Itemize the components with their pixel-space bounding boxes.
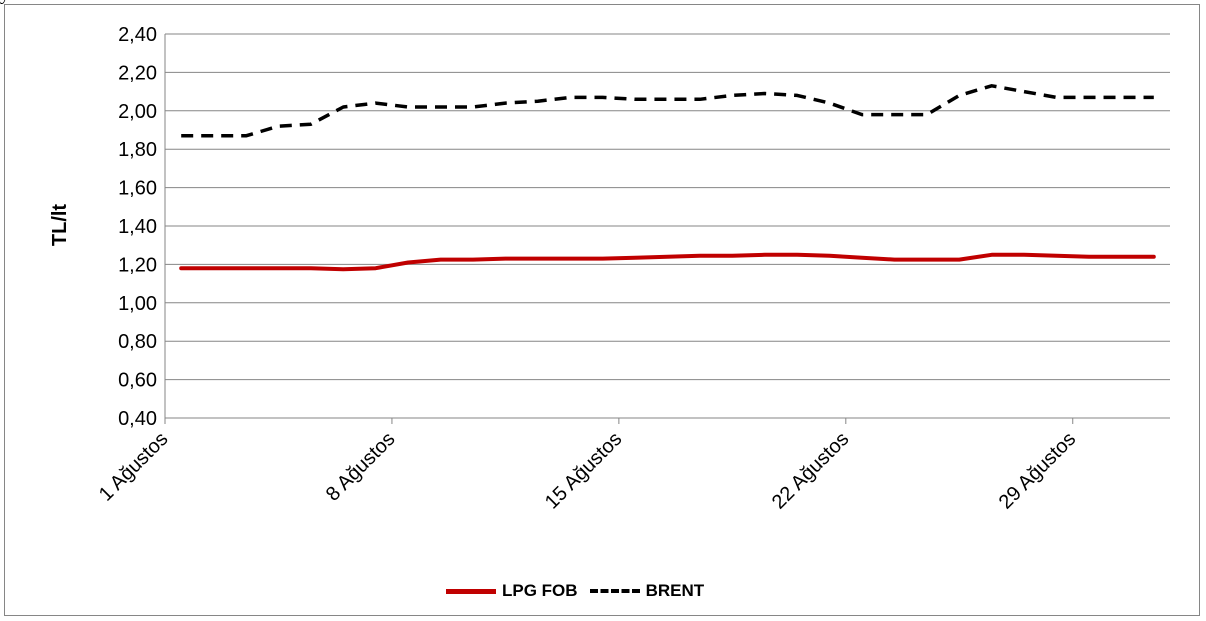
legend-label-lpg-fob: LPG FOB: [502, 581, 578, 600]
series-line-brent: [181, 84, 1154, 138]
y-tick-label: 2,00: [118, 101, 157, 123]
series-line-lpg-fob: [179, 252, 1156, 272]
x-tick-label: 1 Ağustos: [95, 428, 173, 506]
y-tick-label: 1,00: [118, 293, 157, 315]
header-text-fragment: y: [0, 0, 1206, 4]
y-tick-label: 0,40: [118, 408, 157, 430]
legend-item-brent: BRENT: [589, 581, 705, 601]
y-tick-label: 1,20: [118, 254, 157, 276]
y-tick-label: 1,60: [118, 178, 157, 200]
x-tick-label: 22 Ağustos: [768, 428, 854, 514]
y-tick-label: 2,40: [118, 24, 157, 46]
chart-legend: LPG FOB BRENT: [446, 579, 716, 603]
x-tick-label: 15 Ağustos: [541, 428, 627, 514]
legend-swatch-brent: [589, 589, 640, 593]
legend-label-brent: BRENT: [645, 581, 705, 600]
x-tick-label: 29 Ağustos: [995, 428, 1081, 514]
x-tick-label: 8 Ağustos: [322, 428, 400, 506]
y-tick-label: 1,80: [118, 139, 157, 161]
legend-swatch-lpg-fob: [446, 588, 496, 594]
chart-frame: [4, 4, 1200, 616]
y-tick-label: 0,60: [118, 370, 157, 392]
y-tick-label: 0,80: [118, 331, 157, 353]
y-tick-label: 1,40: [118, 216, 157, 238]
y-tick-label: 2,20: [118, 62, 157, 84]
legend-item-lpg-fob: LPG FOB: [446, 581, 578, 601]
y-axis-label: TL/lt: [49, 204, 71, 247]
